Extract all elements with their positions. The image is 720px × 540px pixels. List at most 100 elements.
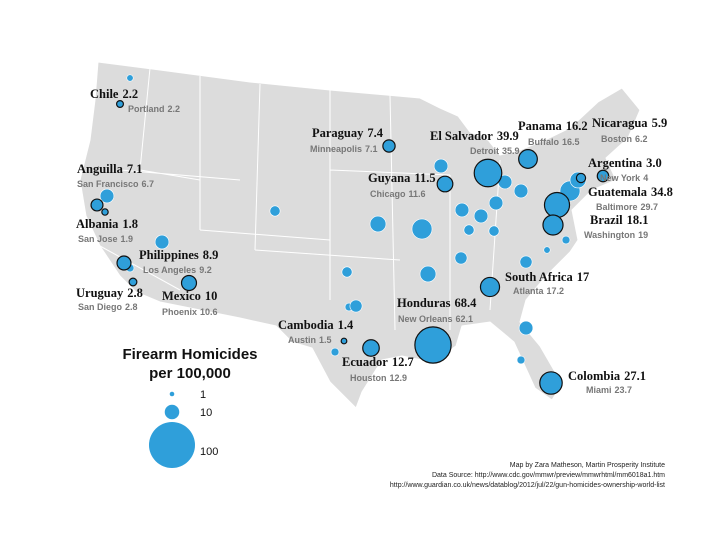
city-rate: 16.5 <box>562 137 580 147</box>
city-label: Boston 6.2 <box>601 134 648 144</box>
country-rate: 34.8 <box>651 185 673 199</box>
city-bubble <box>542 214 564 236</box>
city-rate: 6.2 <box>635 134 648 144</box>
country-rate: 1.8 <box>122 217 138 231</box>
city-bubble <box>154 234 170 250</box>
country-rate: 2.8 <box>127 286 143 300</box>
city-bubble <box>341 266 353 278</box>
city-bubble <box>488 225 500 237</box>
country-label: Mexico 10 <box>162 289 217 303</box>
city-bubble <box>479 276 501 298</box>
city-label: Portland 2.2 <box>128 104 180 114</box>
country-name: South Africa <box>505 270 573 284</box>
city-bubble <box>543 246 551 254</box>
city-label: San Diego 2.8 <box>78 302 138 312</box>
city-bubble <box>454 202 470 218</box>
credit: http://www.guardian.co.uk/news/datablog/… <box>390 482 665 489</box>
country-rate: 8.9 <box>203 248 219 262</box>
city-bubble <box>115 99 125 109</box>
city-rate: 12.9 <box>390 373 408 383</box>
city-rate: 11.6 <box>409 189 426 199</box>
city-name: Atlanta <box>513 286 544 296</box>
city-rate: 4 <box>643 173 648 183</box>
country-name: Honduras <box>397 296 451 310</box>
city-bubble <box>128 277 138 287</box>
country-label: Paraguay 7.4 <box>312 126 384 140</box>
city-name: Baltimore <box>596 202 638 212</box>
city-label: New York 4 <box>600 173 648 183</box>
city-name: Los Angeles <box>143 265 196 275</box>
city-name: Phoenix <box>162 307 197 317</box>
city-bubble <box>99 188 115 204</box>
city-label: Phoenix 10.6 <box>162 307 218 317</box>
us-landmass <box>79 61 641 409</box>
legend-bubble <box>149 422 195 468</box>
city-bubble <box>543 191 571 219</box>
country-name: Paraguay <box>312 126 364 140</box>
credit: Data Source: http://www.cdc.gov/mmwr/pre… <box>432 472 665 479</box>
city-name: Miami <box>586 385 612 395</box>
city-bubble <box>411 218 433 240</box>
country-label: Guatemala 34.8 <box>588 185 673 199</box>
city-bubble <box>539 371 563 395</box>
city-bubble <box>116 255 132 271</box>
city-bubble <box>463 224 475 236</box>
city-name: San Francisco <box>77 179 139 189</box>
city-name: San Jose <box>78 234 118 244</box>
country-label: Chile 2.2 <box>90 87 138 101</box>
country-rate: 5.9 <box>652 116 668 130</box>
city-label: Washington 19 <box>584 230 648 240</box>
country-label: Brazil 18.1 <box>590 213 649 227</box>
country-name: Nicaragua <box>592 116 648 130</box>
city-rate: 2.8 <box>125 302 138 312</box>
country-label: Anguilla 7.1 <box>77 162 142 176</box>
country-name: Ecuador <box>342 355 388 369</box>
country-rate: 3.0 <box>646 156 662 170</box>
city-rate: 17.2 <box>547 286 565 296</box>
city-rate: 62.1 <box>456 314 474 324</box>
bubbles: Chile 2.2 Portland 2.2 Paraguay 7.4 Minneapoli… <box>76 74 673 468</box>
legend-title: Firearm Homicides <box>122 346 257 363</box>
city-label: Austin 1.5 <box>288 335 332 345</box>
country-name: Brazil <box>590 213 623 227</box>
country-rate: 1.4 <box>338 318 354 332</box>
country-rate: 2.2 <box>122 87 138 101</box>
city-rate: 1.5 <box>319 335 332 345</box>
country-rate: 16.2 <box>566 119 588 133</box>
city-bubble <box>454 251 468 265</box>
country-label: Panama 16.2 <box>518 119 588 133</box>
legend-label: 100 <box>200 446 218 458</box>
country-label: Argentina 3.0 <box>588 156 662 170</box>
legend-label: 1 <box>200 389 206 401</box>
city-rate: 10.6 <box>200 307 218 317</box>
country-rate: 12.7 <box>392 355 414 369</box>
city-bubble <box>519 255 533 269</box>
city-rate: 35.9 <box>502 146 520 156</box>
country-label: El Salvador 39.9 <box>430 129 519 143</box>
city-label: San Francisco 6.7 <box>77 179 154 189</box>
country-label: Philippines 8.9 <box>139 248 218 262</box>
city-bubble <box>561 235 571 245</box>
city-bubble <box>101 208 109 216</box>
country-rate: 39.9 <box>497 129 519 143</box>
city-bubble <box>180 274 198 292</box>
city-bubble <box>269 205 281 217</box>
city-name: Minneapolis <box>310 144 362 154</box>
city-bubble <box>90 198 104 212</box>
country-rate: 7.4 <box>367 126 383 140</box>
country-name: Colombia <box>568 369 621 383</box>
country-rate: 68.4 <box>455 296 478 310</box>
country-label: Colombia 27.1 <box>568 369 646 383</box>
country-name: Philippines <box>139 248 199 262</box>
city-name: New Orleans <box>398 314 453 324</box>
city-name: Detroit <box>470 146 499 156</box>
country-label: Guyana 11.5 <box>368 171 436 185</box>
country-name: Guatemala <box>588 185 648 199</box>
country-name: Panama <box>518 119 563 133</box>
country-name: Guyana <box>368 171 411 185</box>
city-bubble <box>596 169 610 183</box>
country-label: Uruguay 2.8 <box>76 286 143 300</box>
city-bubble <box>518 149 538 169</box>
city-label: Detroit 35.9 <box>470 146 520 156</box>
